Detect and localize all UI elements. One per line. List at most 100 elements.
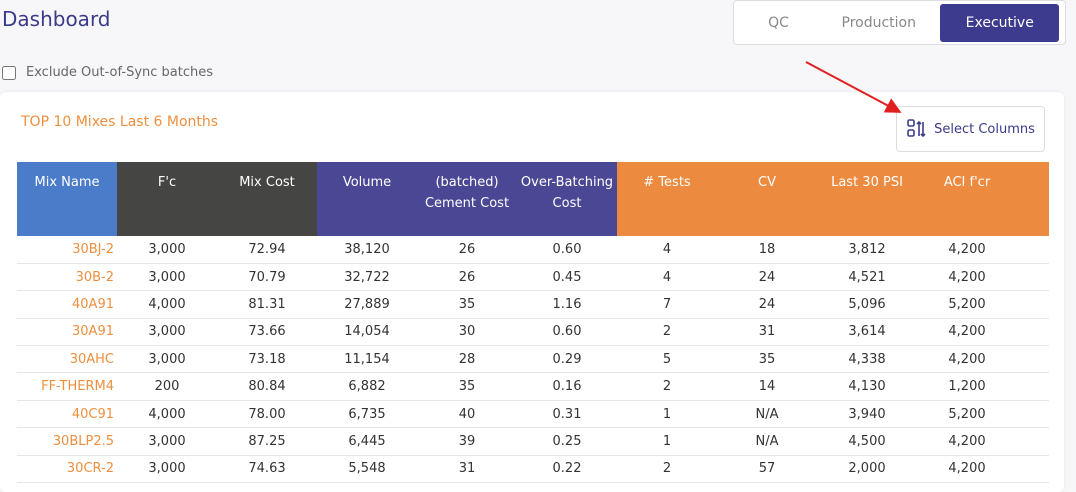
table-cell: 35: [417, 290, 517, 319]
table-cell: 1.16: [517, 290, 617, 319]
column-header: # Tests: [617, 162, 717, 236]
table-cell: 81.31: [217, 290, 317, 319]
table-cell: 3,000: [117, 427, 217, 456]
table-cell: 6,735: [317, 400, 417, 429]
empty-cell: [1017, 290, 1049, 319]
table-cell: 1: [617, 427, 717, 456]
table-cell: 3,000: [117, 263, 217, 292]
table-row: 40C91 4,000 78.00 6,735 40 0.31 1 N/A 3,940 5,200: [17, 400, 1049, 429]
mix-name-cell: FF-THERM4: [17, 372, 117, 401]
table-cell: 2: [617, 455, 717, 484]
checkbox[interactable]: [2, 65, 16, 80]
table-cell: 3,614: [817, 318, 917, 347]
table-cell: 0.60: [517, 236, 617, 264]
table-cell: 7: [617, 290, 717, 319]
card: TOP 10 Mixes Last 6 Months Select Column…: [0, 92, 1064, 492]
table-cell: 26: [417, 263, 517, 292]
table-cell: 72.94: [217, 236, 317, 264]
header-row: Mix Name F'c Mix Cost Volume (batched) Cemen…: [17, 162, 1049, 236]
empty-cell: [1017, 427, 1049, 456]
table-row: 30CR-2 3,000 74.63 5,548 31 0.22 2 57 2,000 4,200: [17, 455, 1049, 484]
column-header: CV: [717, 162, 817, 236]
table-cell: 200: [117, 372, 217, 401]
table-cell: 14: [717, 372, 817, 401]
tab-bar: QC Production Executive: [733, 0, 1066, 45]
table-cell: N/A: [717, 400, 817, 429]
table-cell: 0.60: [517, 318, 617, 347]
table-cell: 2: [617, 372, 717, 401]
table-cell: 4,200: [917, 236, 1017, 264]
page-title: Dashboard: [2, 7, 111, 31]
table-cell: 80.84: [217, 372, 317, 401]
column-header: Over-Batching Cost: [517, 162, 617, 236]
table-cell: 24: [717, 263, 817, 292]
table-cell: 2,000: [817, 455, 917, 484]
empty-cell: [1017, 372, 1049, 401]
table-cell: 4,200: [917, 427, 1017, 456]
table-row: 30B-2 3,000 70.79 32,722 26 0.45 4 24 4,521 4,200: [17, 263, 1049, 292]
table: Mix Name F'c Mix Cost Volume (batched) Cemen…: [17, 162, 1049, 484]
empty-cell: [1017, 345, 1049, 374]
select-columns-button[interactable]: Select Columns: [896, 106, 1045, 152]
table-cell: 4,000: [117, 290, 217, 319]
mix-name-cell: 30BLP2.5: [17, 427, 117, 456]
table-cell: 35: [717, 345, 817, 374]
page: Dashboard QC Production Executive Exclud…: [2, 0, 1066, 484]
checkbox-label: Exclude Out-of-Sync batches: [26, 65, 214, 80]
table-cell: 14,054: [317, 318, 417, 347]
filter: Exclude Out-of-Sync batches: [2, 65, 213, 80]
table-cell: 4,500: [817, 427, 917, 456]
columns-icon: [907, 119, 926, 138]
table-cell: N/A: [717, 427, 817, 456]
card-title: TOP 10 Mixes Last 6 Months: [21, 114, 219, 130]
table-cell: 18: [717, 236, 817, 264]
column-header: Ov: [1017, 162, 1049, 236]
table-cell: 11,154: [317, 345, 417, 374]
mix-name-cell: 30CR-2: [17, 455, 117, 484]
column-header: Volume: [317, 162, 417, 236]
table-cell: 3,940: [817, 400, 917, 429]
table-cell: 2: [617, 318, 717, 347]
empty-cell: [1017, 263, 1049, 292]
table-cell: 31: [717, 318, 817, 347]
table-row: 40A91 4,000 81.31 27,889 35 1.16 7 24 5,096 5,200: [17, 290, 1049, 319]
empty-cell: [1017, 236, 1049, 264]
table-cell: 74.63: [217, 455, 317, 484]
table-row: 30BJ-2 3,000 72.94 38,120 26 0.60 4 18 3,812 4,20…: [17, 236, 1049, 264]
table-cell: 3,000: [117, 345, 217, 374]
table-cell: 30: [417, 318, 517, 347]
tab[interactable]: QC: [768, 14, 789, 31]
table-cell: 4,200: [917, 318, 1017, 347]
table-cell: 5,548: [317, 455, 417, 484]
table-cell: 57: [717, 455, 817, 484]
table-row: 30A91 3,000 73.66 14,054 30 0.60 2 31 3,614 4,200: [17, 318, 1049, 347]
column-header: (batched) Cement Cost: [417, 162, 517, 236]
table-cell: 4,200: [917, 263, 1017, 292]
table-row: 30BLP2.5 3,000 87.25 6,445 39 0.25 1 N/A 4,500 4,…: [17, 427, 1049, 456]
table-cell: 26: [417, 236, 517, 264]
table-cell: 1,200: [917, 372, 1017, 401]
table-cell: 35: [417, 372, 517, 401]
table-cell: 1: [617, 400, 717, 429]
table-cell: 3,000: [117, 455, 217, 484]
table-cell: 4,200: [917, 345, 1017, 374]
table-cell: 0.31: [517, 400, 617, 429]
tab[interactable]: Production: [841, 14, 916, 31]
table-cell: 87.25: [217, 427, 317, 456]
tab-active[interactable]: Executive: [940, 3, 1059, 42]
table-cell: 4,130: [817, 372, 917, 401]
mix-name-cell: 30A91: [17, 318, 117, 347]
mix-name-cell: 30AHC: [17, 345, 117, 374]
table-cell: 39: [417, 427, 517, 456]
empty-cell: [1017, 318, 1049, 347]
table-cell: 4: [617, 263, 717, 292]
column-header: Mix Cost: [217, 162, 317, 236]
table-cell: 5,200: [917, 290, 1017, 319]
empty-cell: [1017, 455, 1049, 484]
table-cell: 31: [417, 455, 517, 484]
table-cell: 5,200: [917, 400, 1017, 429]
column-header: ACI f'cr: [917, 162, 1017, 236]
table-cell: 5,096: [817, 290, 917, 319]
mix-name-cell: 30BJ-2: [17, 236, 117, 264]
table-cell: 5: [617, 345, 717, 374]
